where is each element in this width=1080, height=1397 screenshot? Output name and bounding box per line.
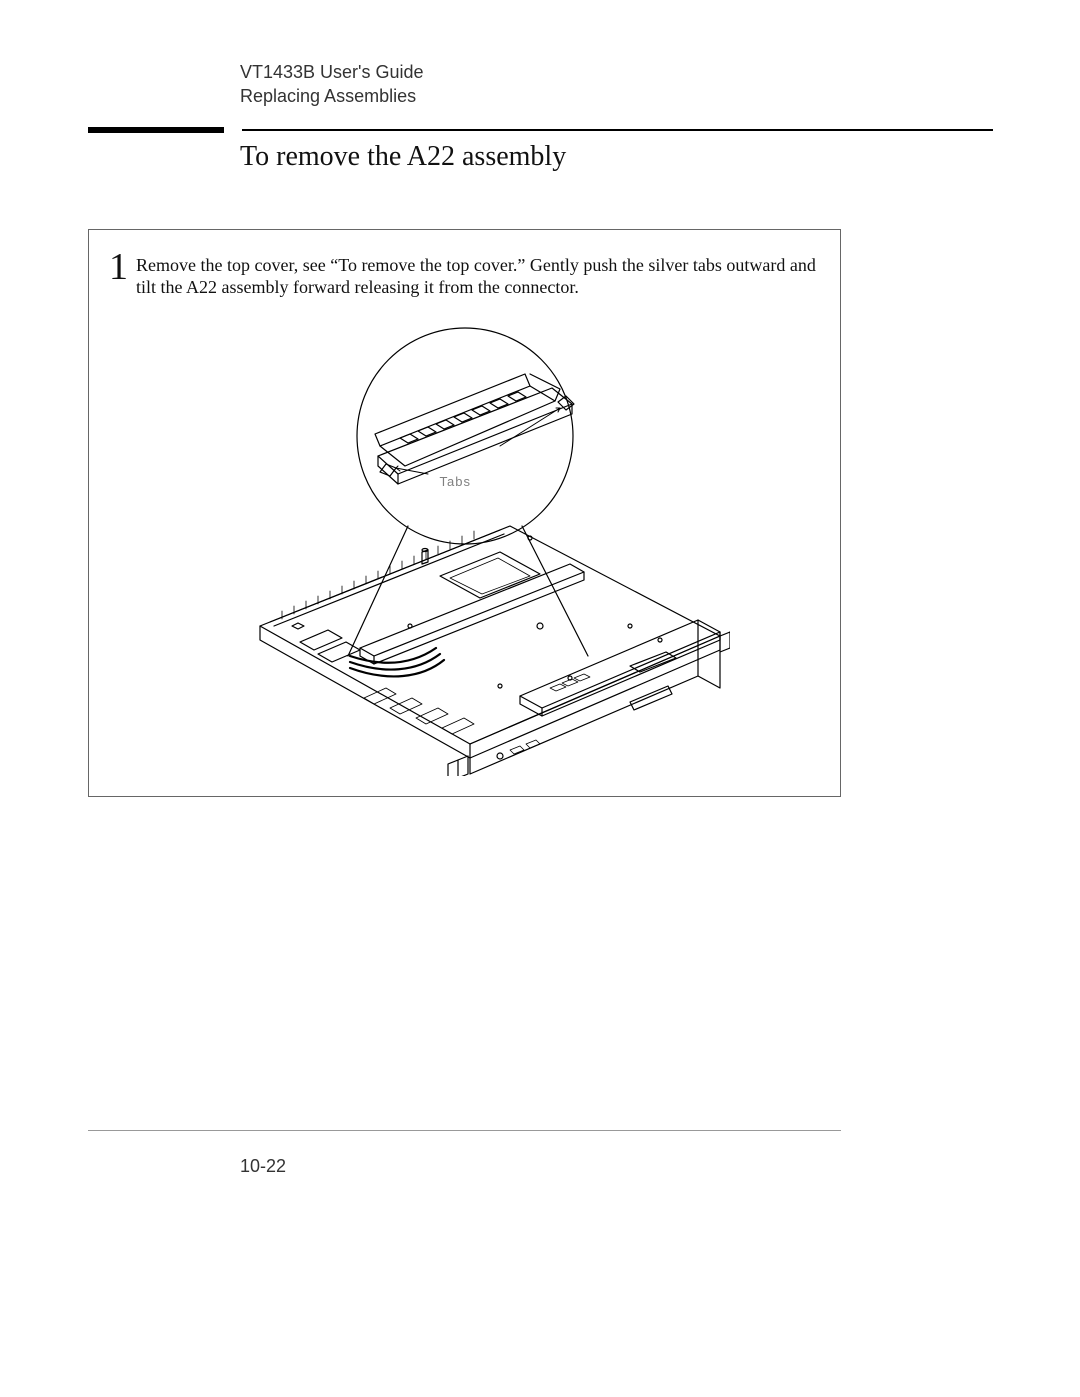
page-number: 10-22 <box>240 1156 286 1177</box>
footer-rule <box>88 1130 841 1131</box>
step-1: 1 Remove the top cover, see “To remove t… <box>109 254 820 299</box>
step-number: 1 <box>109 248 128 286</box>
header-line-2: Replacing Assemblies <box>240 84 993 108</box>
running-header: VT1433B User's Guide Replacing Assemblie… <box>240 60 993 109</box>
title-rule <box>88 127 993 133</box>
header-line-1: VT1433B User's Guide <box>240 60 993 84</box>
procedure-figure-box: 1 Remove the top cover, see “To remove t… <box>88 229 841 797</box>
title-rule-thick <box>88 127 224 133</box>
title-rule-thin <box>242 129 993 131</box>
step-body: Remove the top cover, see “To remove the… <box>136 255 816 298</box>
assembly-diagram: Tabs <box>200 326 730 776</box>
callout-tabs-label: Tabs <box>440 474 471 489</box>
section-title: To remove the A22 assembly <box>240 141 993 173</box>
